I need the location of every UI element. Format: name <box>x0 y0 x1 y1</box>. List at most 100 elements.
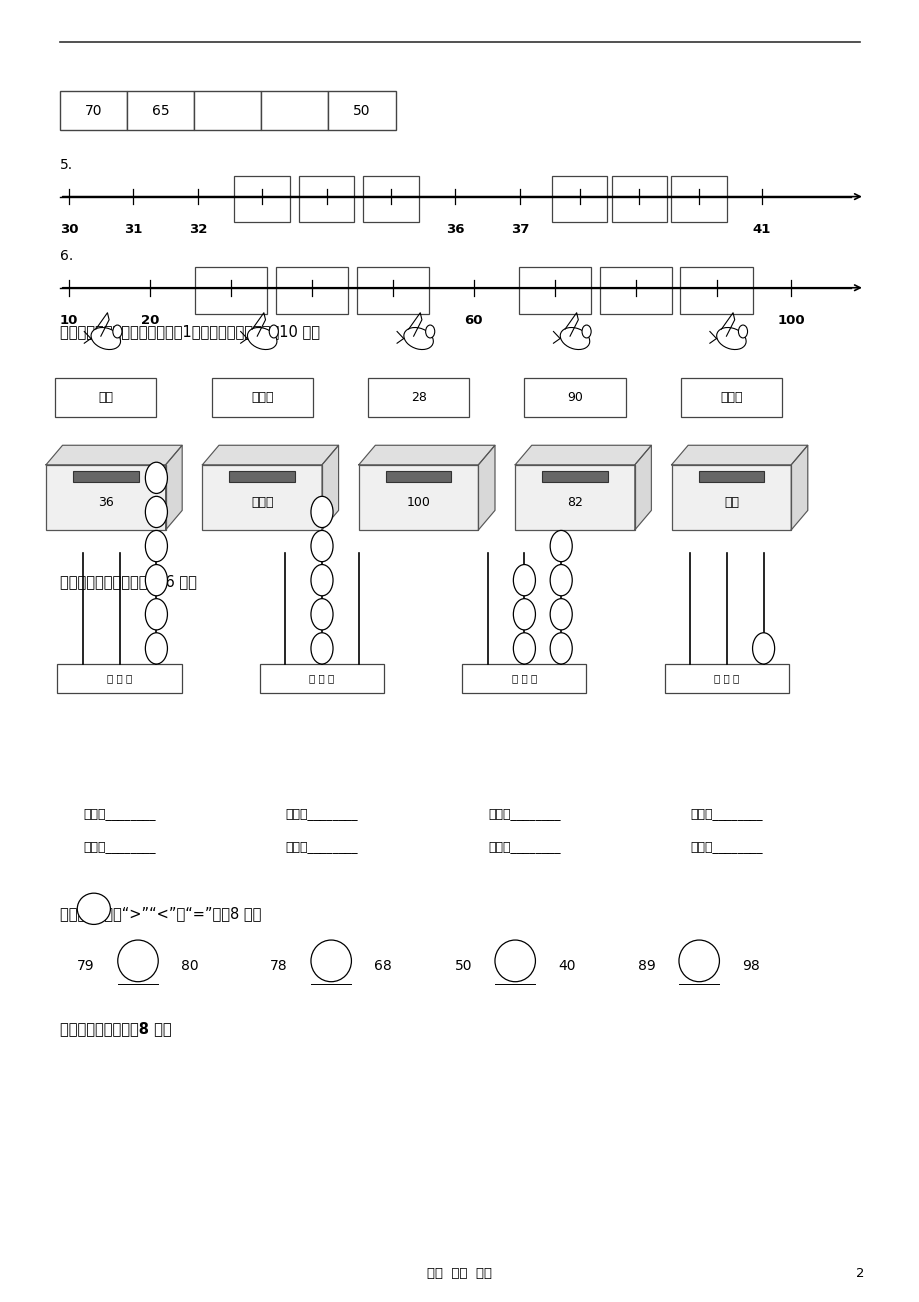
Text: 三十六: 三十六 <box>251 391 273 404</box>
Bar <box>599 267 671 314</box>
Bar <box>259 664 384 693</box>
Text: 78: 78 <box>270 960 288 973</box>
Ellipse shape <box>494 940 535 982</box>
Text: 九十: 九十 <box>723 496 738 509</box>
Ellipse shape <box>311 599 333 630</box>
Text: 89: 89 <box>638 960 655 973</box>
Ellipse shape <box>118 940 158 982</box>
Bar <box>211 378 312 417</box>
Polygon shape <box>202 445 338 465</box>
Bar <box>385 471 451 482</box>
Ellipse shape <box>311 565 333 596</box>
Text: 七、看图填算式。（8 分）: 七、看图填算式。（8 分） <box>60 1021 171 1036</box>
Bar <box>46 465 165 530</box>
Ellipse shape <box>113 326 122 339</box>
Bar <box>195 267 267 314</box>
Text: 65: 65 <box>152 104 169 117</box>
Bar <box>363 176 418 223</box>
Ellipse shape <box>145 633 167 664</box>
Polygon shape <box>165 445 182 530</box>
Bar <box>524 378 625 417</box>
Text: 6.: 6. <box>60 250 73 263</box>
Bar <box>60 91 127 130</box>
Text: 40: 40 <box>558 960 575 973</box>
Text: 读作：________: 读作：________ <box>690 840 762 853</box>
Ellipse shape <box>311 940 351 982</box>
Text: 90: 90 <box>566 391 583 404</box>
Text: 六、在  里写上“>”“<”或“=”。（8 分）: 六、在 里写上“>”“<”或“=”。（8 分） <box>60 906 261 922</box>
Text: 百 十 个: 百 十 个 <box>309 673 335 684</box>
Text: 100: 100 <box>777 314 804 327</box>
Text: 读作：________: 读作：________ <box>286 840 357 853</box>
Bar <box>515 465 634 530</box>
Bar <box>611 176 666 223</box>
Ellipse shape <box>403 328 433 349</box>
Text: 37: 37 <box>510 223 528 236</box>
Bar <box>234 176 289 223</box>
Text: 百 十 个: 百 十 个 <box>511 673 537 684</box>
Polygon shape <box>790 445 807 530</box>
Text: 写作：________: 写作：________ <box>690 807 762 820</box>
Bar <box>461 664 586 693</box>
Ellipse shape <box>582 326 591 339</box>
Polygon shape <box>515 445 651 465</box>
Text: 32: 32 <box>188 223 207 236</box>
Text: 用心  爱心  专心: 用心 爱心 专心 <box>427 1267 492 1280</box>
Ellipse shape <box>550 565 572 596</box>
Ellipse shape <box>145 530 167 561</box>
Text: 50: 50 <box>353 104 370 117</box>
Polygon shape <box>322 445 338 530</box>
Text: 100: 100 <box>406 496 430 509</box>
Ellipse shape <box>550 599 572 630</box>
Text: 读作：________: 读作：________ <box>84 840 155 853</box>
Text: 5.: 5. <box>60 159 73 172</box>
Ellipse shape <box>716 328 745 349</box>
Bar <box>261 91 328 130</box>
Bar <box>551 176 607 223</box>
Ellipse shape <box>145 599 167 630</box>
Ellipse shape <box>145 496 167 527</box>
Ellipse shape <box>560 328 589 349</box>
Ellipse shape <box>738 326 747 339</box>
Ellipse shape <box>550 530 572 561</box>
Text: 10: 10 <box>60 314 78 327</box>
Text: 60: 60 <box>464 314 482 327</box>
Text: 79: 79 <box>77 960 95 973</box>
Ellipse shape <box>513 633 535 664</box>
Text: 五、写一写，读一读。（16 分）: 五、写一写，读一读。（16 分） <box>60 574 197 590</box>
Text: 68: 68 <box>374 960 391 973</box>
Bar <box>127 91 194 130</box>
Ellipse shape <box>145 565 167 596</box>
Text: 百 十 个: 百 十 个 <box>713 673 739 684</box>
Bar <box>202 465 322 530</box>
Text: 80: 80 <box>181 960 199 973</box>
Text: 30: 30 <box>60 223 78 236</box>
Text: 二十八: 二十八 <box>251 496 273 509</box>
Ellipse shape <box>269 326 278 339</box>
Text: 八十二: 八十二 <box>720 391 742 404</box>
Bar <box>57 664 182 693</box>
Text: 读作：________: 读作：________ <box>488 840 560 853</box>
Polygon shape <box>358 445 494 465</box>
Ellipse shape <box>145 462 167 493</box>
Bar <box>276 267 347 314</box>
Text: 四、小白鴿的信要投在哪一个符1？请你用线连一连。（10 分）: 四、小白鴿的信要投在哪一个符1？请你用线连一连。（10 分） <box>60 324 320 340</box>
Text: 2: 2 <box>856 1267 864 1280</box>
Bar <box>671 465 790 530</box>
Text: 70: 70 <box>85 104 102 117</box>
Text: 50: 50 <box>454 960 471 973</box>
Text: 41: 41 <box>752 223 770 236</box>
Text: 一百: 一百 <box>98 391 113 404</box>
Ellipse shape <box>513 599 535 630</box>
Ellipse shape <box>77 893 110 924</box>
Text: 31: 31 <box>124 223 142 236</box>
Bar <box>680 267 752 314</box>
Polygon shape <box>671 445 807 465</box>
Text: 28: 28 <box>410 391 426 404</box>
Bar <box>680 378 781 417</box>
Text: 写作：________: 写作：________ <box>488 807 560 820</box>
Text: 98: 98 <box>742 960 759 973</box>
Text: 百 六 个: 百 六 个 <box>107 673 132 684</box>
Ellipse shape <box>550 633 572 664</box>
Bar <box>55 378 156 417</box>
